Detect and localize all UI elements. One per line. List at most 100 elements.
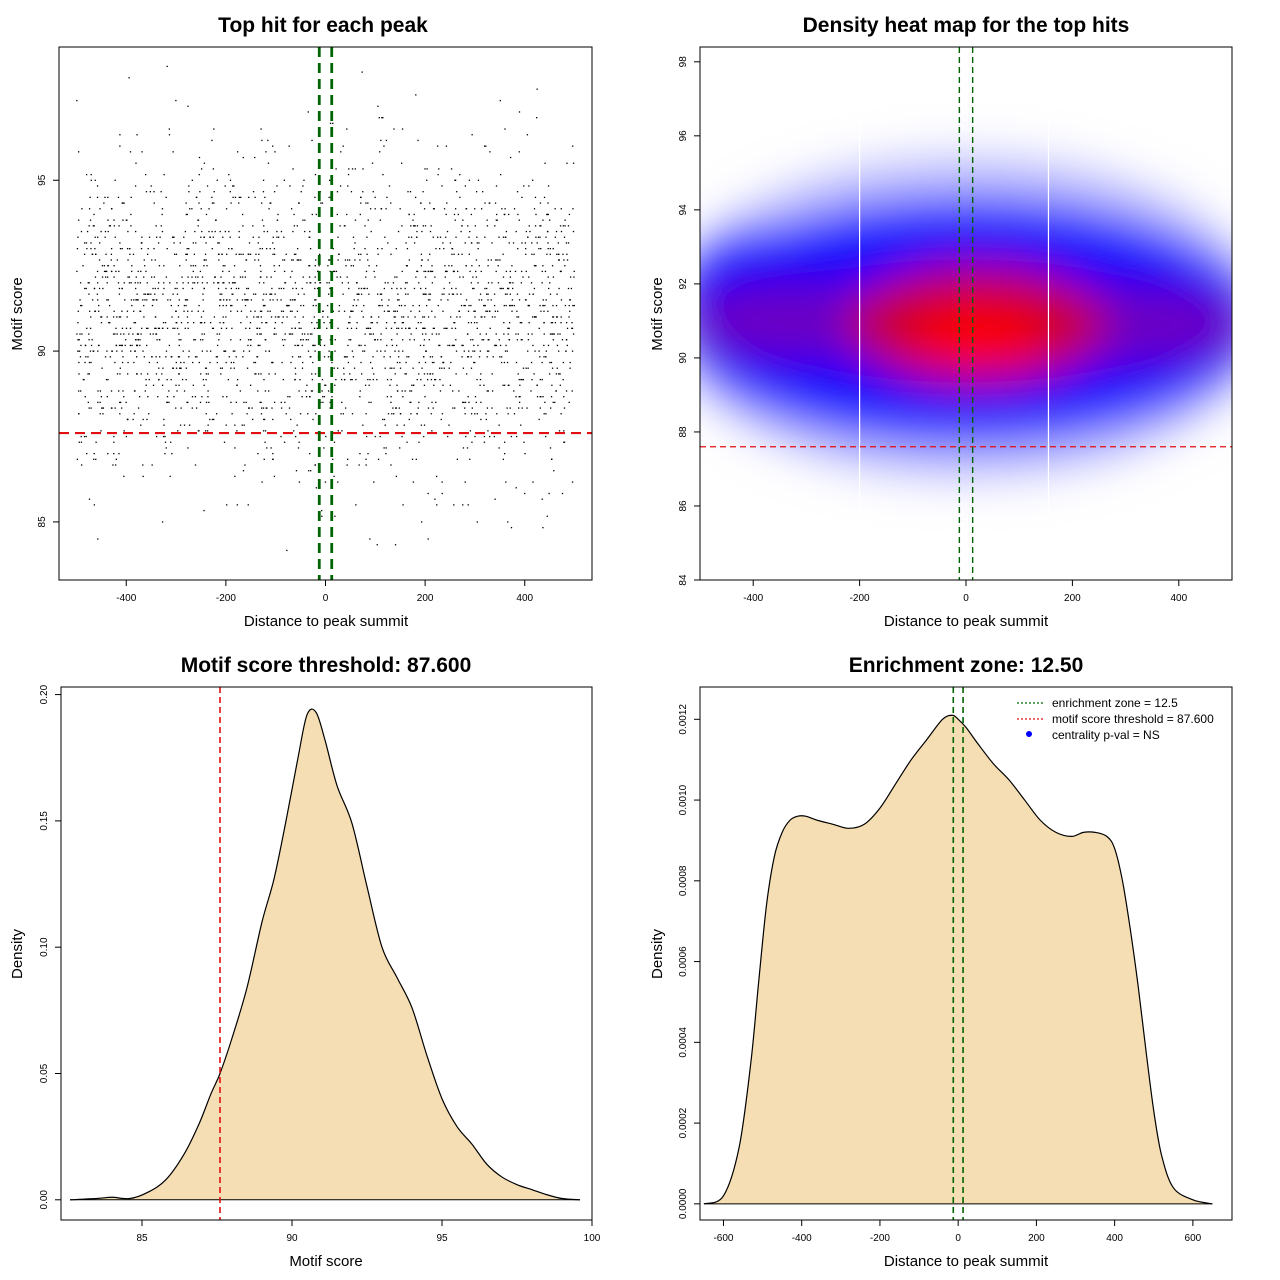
scatter-point bbox=[273, 247, 276, 250]
scatter-point bbox=[416, 270, 419, 273]
scatter-point bbox=[98, 259, 101, 261]
scatter-point bbox=[483, 145, 486, 147]
scatter-point bbox=[188, 424, 191, 426]
scatter-point bbox=[361, 373, 363, 375]
scatter-point bbox=[556, 344, 559, 347]
scatter-point bbox=[563, 396, 565, 398]
scatter-point bbox=[336, 276, 338, 278]
scatter-point bbox=[477, 179, 480, 181]
scatter-point bbox=[302, 339, 304, 341]
scatter-point bbox=[480, 418, 482, 421]
density-fill bbox=[70, 709, 580, 1200]
scatter-point bbox=[262, 407, 265, 409]
scatter-point bbox=[355, 304, 358, 307]
scatter-point bbox=[294, 316, 296, 318]
scatter-point bbox=[283, 441, 286, 443]
scatter-point bbox=[211, 327, 214, 330]
scatter-point bbox=[119, 134, 121, 136]
scatter-point bbox=[454, 407, 456, 409]
scatter-point bbox=[555, 304, 558, 307]
scatter-point bbox=[161, 213, 163, 216]
scatter-point bbox=[236, 310, 239, 312]
scatter-point bbox=[183, 304, 186, 307]
scatter-point bbox=[224, 265, 226, 267]
scatter-point bbox=[182, 282, 184, 284]
scatter-point bbox=[368, 384, 370, 386]
scatter-point bbox=[347, 259, 349, 261]
scatter-point bbox=[257, 373, 260, 375]
scatter-point bbox=[470, 282, 473, 284]
scatter-point bbox=[367, 259, 369, 261]
scatter-point bbox=[180, 361, 182, 364]
scatter-point bbox=[236, 299, 238, 301]
scatter-point bbox=[130, 282, 132, 284]
scatter-point bbox=[365, 458, 367, 460]
scatter-point bbox=[537, 236, 540, 238]
y-tick-label: 84 bbox=[678, 574, 689, 586]
scatter-point bbox=[318, 265, 320, 267]
scatter-point bbox=[263, 293, 265, 295]
scatter-point bbox=[484, 287, 486, 290]
scatter-point bbox=[187, 327, 189, 330]
scatter-point bbox=[421, 521, 423, 523]
scatter-point bbox=[248, 242, 251, 244]
scatter-point bbox=[390, 202, 392, 204]
scatter-point bbox=[268, 390, 270, 392]
scatter-point bbox=[331, 361, 333, 364]
scatter-point bbox=[152, 384, 155, 386]
scatter-point bbox=[264, 196, 266, 199]
scatter-point bbox=[148, 236, 151, 238]
scatter-point bbox=[425, 293, 427, 295]
scatter-point bbox=[197, 276, 199, 278]
scatter-point bbox=[381, 247, 383, 250]
scatter-point bbox=[550, 458, 553, 460]
scatter-point bbox=[389, 384, 391, 386]
scatter-point bbox=[96, 185, 99, 187]
scatter-point bbox=[499, 344, 502, 347]
scatter-point bbox=[162, 435, 165, 438]
heatmap-y-label: Motif score bbox=[649, 277, 666, 350]
scatter-point bbox=[165, 356, 167, 358]
scatter-point bbox=[418, 401, 420, 404]
scatter-point bbox=[206, 282, 208, 284]
scatter-point bbox=[87, 401, 89, 404]
scatter-point bbox=[347, 282, 350, 284]
scatter-point bbox=[89, 327, 92, 330]
scatter-point bbox=[121, 310, 123, 312]
scatter-point bbox=[452, 407, 454, 409]
scatter-point bbox=[417, 407, 419, 409]
scatter-point bbox=[502, 253, 504, 255]
scatter-point bbox=[315, 259, 317, 261]
scatter-point bbox=[397, 327, 400, 330]
scatter-point bbox=[136, 299, 138, 301]
scatter-point bbox=[332, 247, 334, 250]
scatter-point bbox=[442, 384, 444, 386]
scatter-point bbox=[194, 396, 197, 398]
scatter-point bbox=[80, 304, 82, 307]
scatter-point bbox=[250, 299, 252, 301]
scatter-point bbox=[521, 322, 523, 324]
scatter-point bbox=[298, 202, 300, 204]
scatter-point bbox=[143, 293, 145, 295]
scatter-point bbox=[195, 276, 197, 278]
scatter-point bbox=[203, 509, 205, 512]
scatter-point bbox=[535, 265, 537, 267]
scatter-point bbox=[473, 310, 475, 312]
scatter-point bbox=[345, 356, 347, 358]
scatter-point bbox=[367, 219, 369, 221]
scatter-point bbox=[445, 145, 448, 147]
scatter-point bbox=[408, 236, 410, 238]
scatter-point bbox=[263, 458, 265, 460]
scatter-point bbox=[495, 213, 498, 216]
scatter-point bbox=[394, 350, 396, 352]
scatter-point bbox=[100, 322, 103, 324]
scatter-point bbox=[95, 253, 97, 255]
scatter-point bbox=[97, 299, 99, 301]
scatter-point bbox=[222, 282, 225, 284]
scatter-point bbox=[329, 407, 331, 409]
scatter-point bbox=[188, 247, 190, 250]
scatter-point bbox=[166, 378, 168, 381]
scatter-point bbox=[301, 367, 304, 369]
scatter-point bbox=[188, 191, 190, 193]
scatter-point bbox=[212, 236, 214, 238]
